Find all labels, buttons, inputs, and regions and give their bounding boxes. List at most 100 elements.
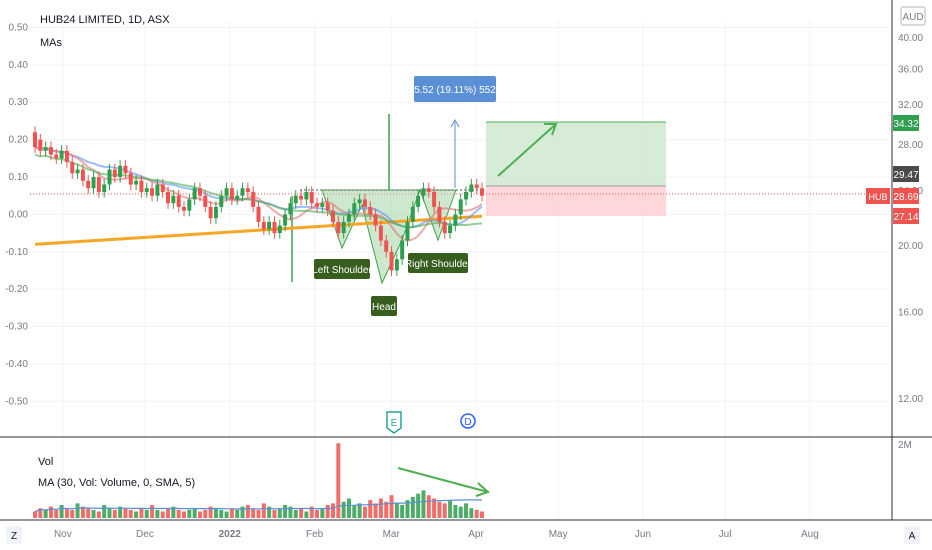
candle-body [394, 259, 399, 271]
candle-body [245, 188, 250, 192]
volume-bar [64, 508, 69, 518]
candle-body [144, 188, 149, 192]
time-tick-label: Dec [136, 529, 154, 540]
candle-body [208, 206, 213, 219]
candle-body [256, 206, 261, 222]
chart-title: HUB24 LIMITED, 1D, ASX [40, 14, 170, 26]
earnings-badge[interactable] [386, 411, 402, 434]
candle-body [187, 199, 192, 211]
measure-box[interactable] [414, 76, 496, 102]
candle-body [123, 165, 128, 174]
volume-bar [256, 509, 261, 518]
volume-bar [336, 443, 341, 518]
zoom-button-label: Z [11, 531, 17, 542]
volume-bar [299, 508, 304, 518]
current-price: 28.69 [893, 192, 918, 203]
currency-box[interactable] [900, 6, 926, 26]
candle-body [283, 214, 288, 226]
candle-body [453, 214, 458, 226]
candle-body [75, 169, 80, 174]
candle-body [171, 195, 176, 204]
time-tick-label: Mar [383, 529, 401, 540]
volume-bar [362, 506, 367, 518]
left-shoulder-label: Left Shoulder [312, 265, 372, 276]
candle-body [91, 177, 96, 189]
candle-body [267, 221, 272, 230]
candle-body [54, 154, 59, 159]
candle-body [197, 188, 202, 196]
candle-body [64, 150, 69, 163]
volume-bar [293, 509, 298, 518]
current-price-tag [893, 188, 919, 204]
volume-bar [480, 511, 484, 518]
left-tick-label: 0.50 [9, 22, 29, 33]
left-shoulder-box[interactable] [314, 259, 370, 279]
target-zone[interactable] [486, 122, 666, 186]
left-tick-label: 0.30 [9, 97, 29, 108]
left-tick-label: 0.10 [9, 172, 29, 183]
candle-body [346, 214, 351, 222]
candle-body [469, 184, 474, 192]
candle-body [474, 184, 479, 189]
candle-body [400, 240, 405, 260]
time-tick-label: Aug [801, 529, 819, 540]
symbol-label: HUB [868, 192, 887, 202]
volume-bar [331, 503, 335, 518]
candle-body [288, 203, 293, 215]
candle-body [235, 195, 240, 200]
candle-body [320, 203, 325, 207]
right-shoulder-box[interactable] [408, 253, 468, 273]
stop-zone[interactable] [486, 186, 666, 216]
volume-bar [469, 508, 474, 518]
volume-ma-line [34, 499, 483, 513]
volume-bar [187, 509, 192, 518]
volume-bar [150, 505, 155, 518]
right-tick-label: 16.00 [898, 308, 923, 319]
indicator-label[interactable]: MAs [40, 37, 63, 49]
time-tick-label: Feb [306, 529, 324, 540]
volume-bar [416, 493, 421, 518]
head-box[interactable] [371, 296, 397, 316]
volume-bar [86, 508, 91, 518]
left-price-axis: 0.50 0.40 0.30 0.20 0.10 0.00 -0.10 -0.20 -0.30 -… [5, 22, 28, 407]
target-arrow-head [544, 123, 558, 136]
auto-scale-button[interactable] [904, 526, 920, 544]
candle-body [309, 191, 314, 204]
volume-bar [410, 496, 415, 518]
symbol-tag [866, 188, 890, 204]
projection-arrowhead [450, 118, 460, 128]
volume-bar [304, 511, 309, 518]
volume-bar [315, 509, 320, 518]
dividend-letter: D [464, 417, 471, 428]
dividend-badge[interactable] [460, 413, 476, 429]
volume-ma-label[interactable]: MA (30, Vol: Volume, 0, SMA, 5) [38, 477, 195, 489]
volume-bar [272, 509, 277, 518]
candle-body [432, 191, 437, 207]
volume-bar [309, 506, 314, 518]
candle-body [86, 180, 91, 189]
volume-bar [325, 505, 330, 518]
left-tick-label: -0.40 [5, 359, 28, 370]
volume-bar [373, 503, 378, 518]
left-tick-label: -0.20 [5, 284, 28, 295]
candle-body [203, 195, 208, 207]
candle-body [352, 203, 357, 215]
zoom-button[interactable] [6, 526, 22, 544]
volume-bar [235, 509, 240, 518]
candle-body [224, 188, 229, 196]
right-tick-label: 36.00 [898, 65, 923, 76]
volume-bar [54, 509, 59, 518]
volume-bar [166, 508, 171, 518]
candle-body [192, 188, 197, 200]
volume-bar [48, 506, 53, 518]
candle-body [33, 132, 37, 148]
volume-bar [91, 509, 96, 518]
volume-bar [224, 511, 229, 518]
volume-bar [368, 500, 373, 518]
candle-body [480, 188, 484, 196]
candle-body [70, 162, 75, 174]
candle-body [442, 221, 447, 234]
volume-bar [394, 503, 399, 518]
volume-bar [59, 505, 64, 518]
